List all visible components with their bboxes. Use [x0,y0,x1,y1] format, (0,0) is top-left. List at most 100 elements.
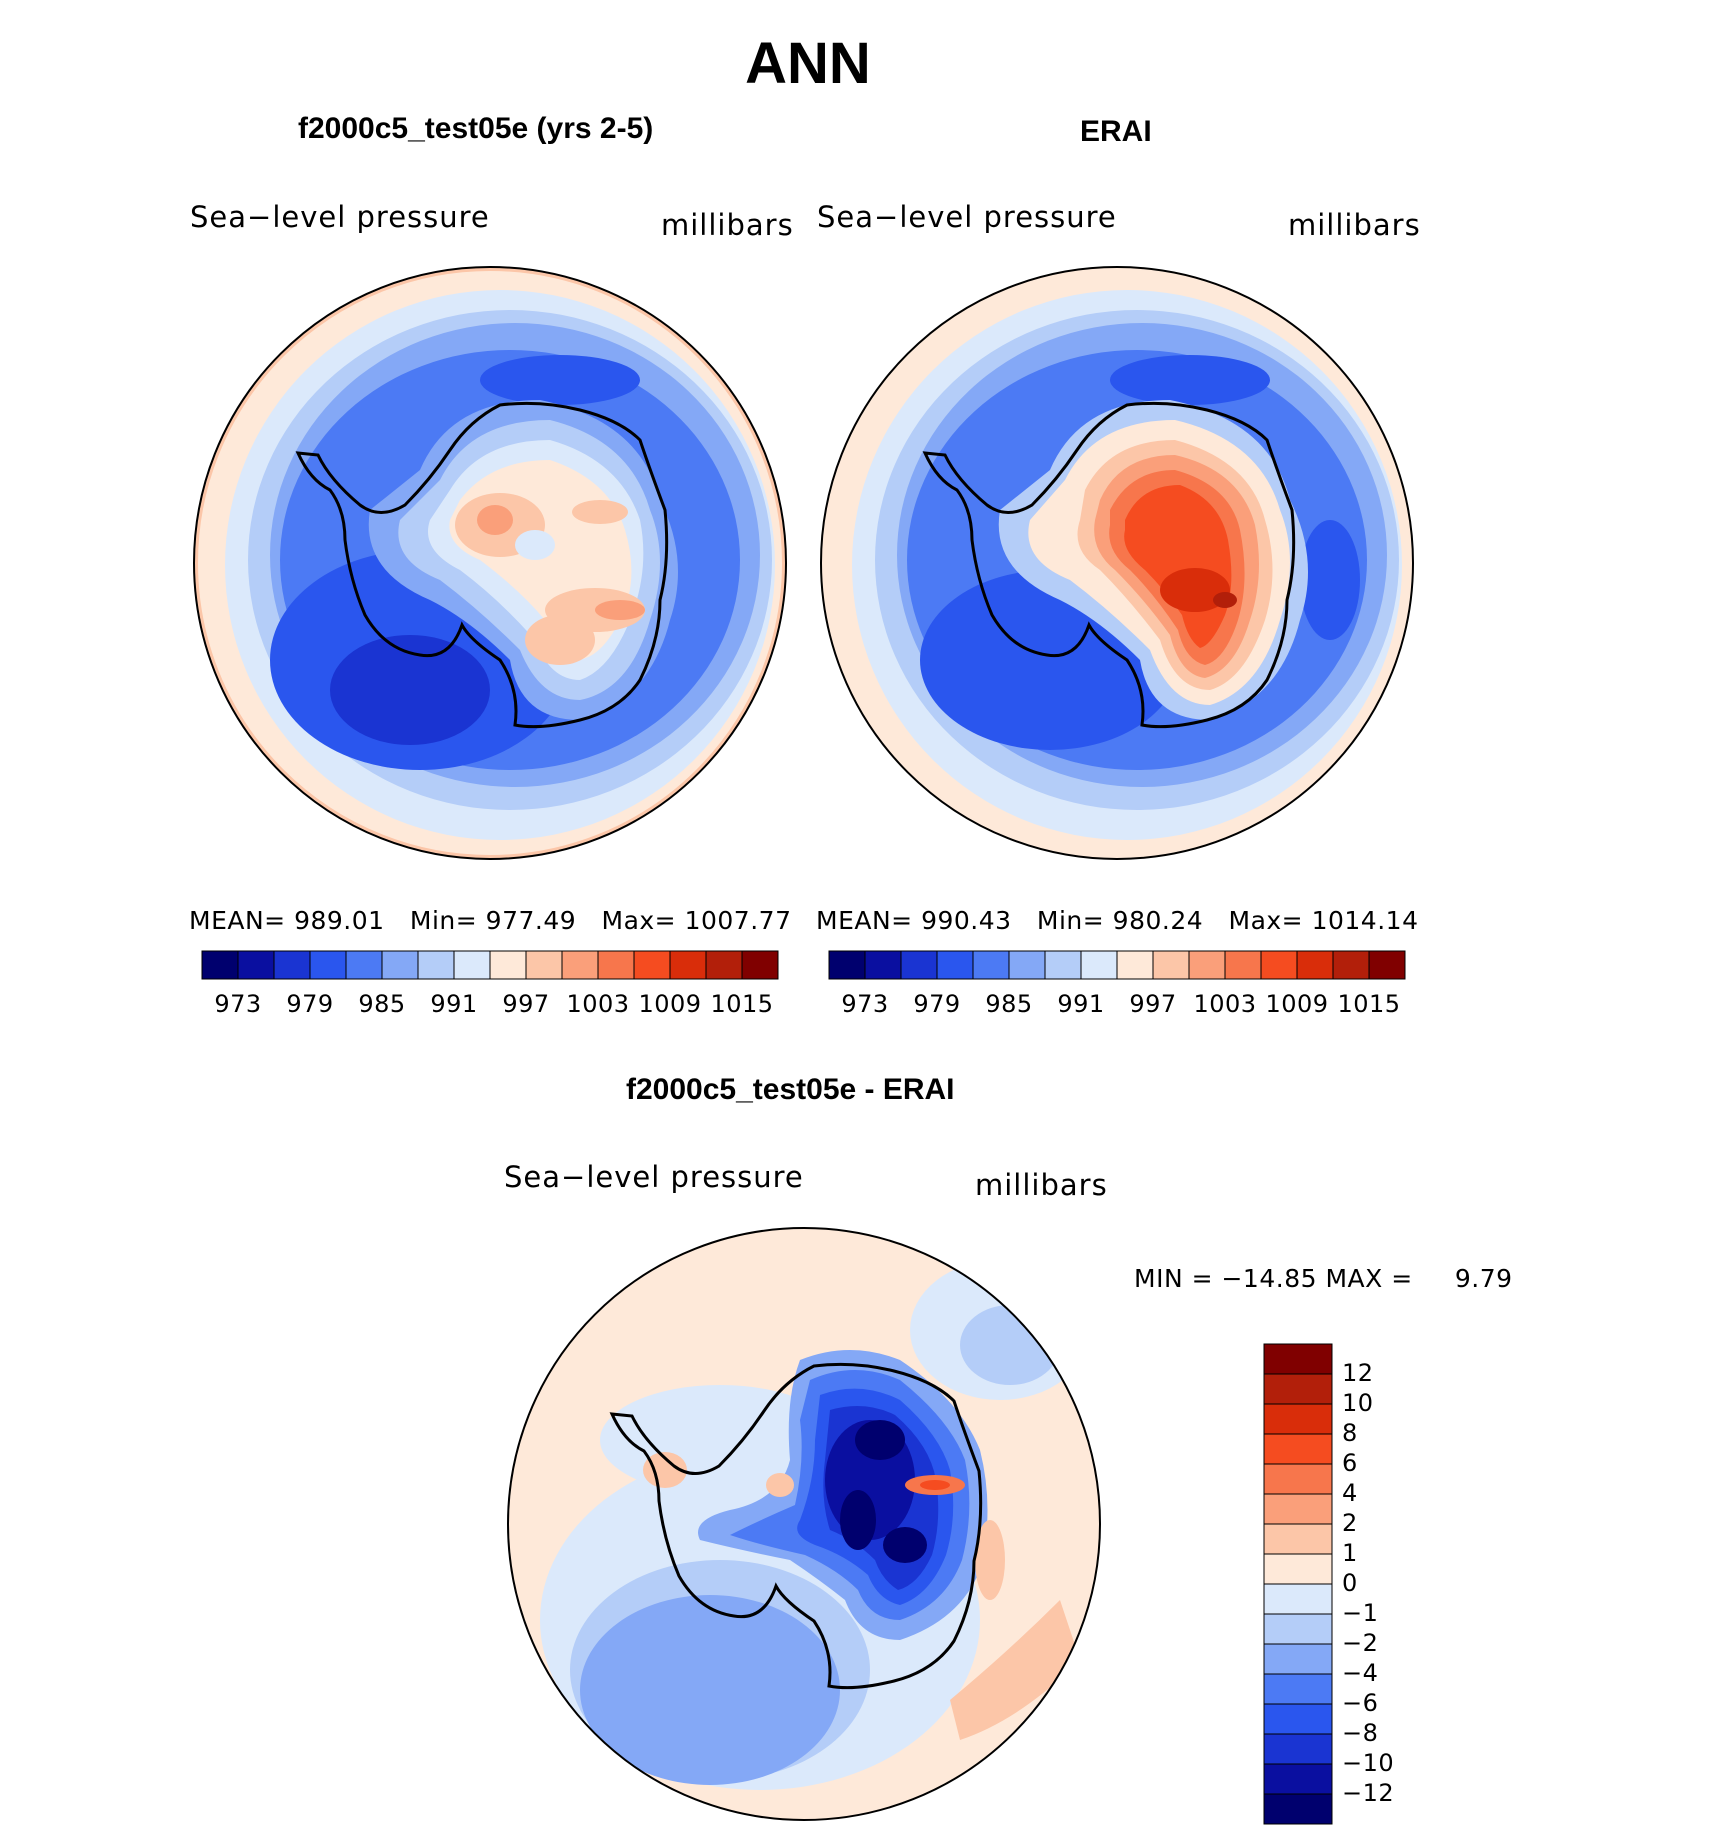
cbar1-swatch [525,950,563,980]
cbar2-swatch [1044,950,1082,980]
colorbar-tick-label: 973 [841,990,889,1018]
diff-colorbar-tick-label: −6 [1342,1689,1379,1717]
cbar1-swatch [309,950,347,980]
cbar1-swatch [669,950,707,980]
diff-colorbar-tick-label: 10 [1342,1389,1374,1417]
cbar2-swatch [1296,950,1334,980]
diff-colorbar-swatch [1263,1613,1333,1645]
diff-colorbar-swatch [1263,1763,1333,1795]
test-min-value: 977.49 [485,906,577,935]
test-colorbar [201,950,779,980]
colorbar-tick-label: 979 [286,990,334,1018]
diff-colorbar-swatch [1263,1463,1333,1495]
diff-colorbar [1263,1343,1333,1825]
diff-colorbar-swatch [1263,1703,1333,1735]
diff-colorbar-tick-label: 8 [1342,1419,1358,1447]
diff-colorbar-tick-label: −12 [1342,1779,1395,1807]
colorbar-tick-label: 1015 [710,990,774,1018]
colorbar-tick-label: 1009 [1265,990,1329,1018]
diff-colorbar-tick-label: −8 [1342,1719,1379,1747]
ref-min-value: 980.24 [1112,906,1204,935]
ref-panel-title: ERAI [1080,115,1152,148]
colorbar-tick-label: 985 [985,990,1033,1018]
cbar2-swatch [900,950,938,980]
diff-colorbar-swatch [1263,1433,1333,1465]
cbar1-swatch [633,950,671,980]
diff-colorbar-swatch [1263,1523,1333,1555]
diff-colorbar-swatch [1263,1583,1333,1615]
cbar1-swatch [741,950,779,980]
diff-colorbar-swatch [1263,1493,1333,1525]
cbar2-swatch [1152,950,1190,980]
diff-colorbar-tick-label: 4 [1342,1479,1358,1507]
colorbar-tick-label: 991 [430,990,478,1018]
ref-max-value: 1014.14 [1311,906,1419,935]
cbar2-swatch [864,950,902,980]
cbar1-swatch [273,950,311,980]
cbar2-swatch [972,950,1010,980]
diff-panel-title: f2000c5_test05e - ERAI [626,1073,955,1106]
cbar2-swatch [1332,950,1370,980]
test-stats: MEAN= 989.01 Min= 977.49 Max= 1007.77 [189,906,791,935]
cbar1-swatch [201,950,239,980]
ref-max-label: Max= [1228,906,1304,935]
cbar2-swatch [1008,950,1046,980]
test-mean-value: 989.01 [294,906,385,935]
diff-colorbar-swatch [1263,1373,1333,1405]
cbar1-swatch [345,950,383,980]
colorbar-tick-label: 1003 [1193,990,1257,1018]
colorbar-tick-label: 991 [1057,990,1105,1018]
cbar2-swatch [1080,950,1118,980]
colorbar-tick-label: 979 [913,990,961,1018]
colorbar-tick-label: 1015 [1337,990,1401,1018]
diff-colorbar-tick-label: 2 [1342,1509,1358,1537]
ref-min-label: Min= [1036,906,1105,935]
cbar1-swatch [705,950,743,980]
test-max-value: 1007.77 [684,906,792,935]
test-pressure-field [194,267,786,859]
ref-mean-value: 990.43 [921,906,1012,935]
cbar1-swatch [597,950,635,980]
ref-colorbar [828,950,1406,980]
diff-minmax: MIN = −14.85 MAX = 9.79 [1134,1264,1513,1293]
colorbar-tick-label: 973 [214,990,262,1018]
diff-colorbar-tick-label: −1 [1342,1599,1379,1627]
diff-colorbar-swatch [1263,1343,1333,1375]
diff-colorbar-swatch [1263,1733,1333,1765]
cbar2-swatch [1224,950,1262,980]
diff-colorbar-swatch [1263,1793,1333,1825]
diff-colorbar-tick-label: 12 [1342,1359,1374,1387]
test-min-label: Min= [409,906,478,935]
ref-variable-label: Sea−level pressure [817,200,1117,234]
test-units-label: millibars [661,208,794,242]
colorbar-tick-label: 1003 [566,990,630,1018]
diff-colorbar-tick-label: 0 [1342,1569,1358,1597]
cbar1-swatch [453,950,491,980]
cbar2-swatch [1368,950,1406,980]
diff-colorbar-swatch [1263,1403,1333,1435]
test-variable-label: Sea−level pressure [190,200,490,234]
colorbar-tick-label: 997 [502,990,550,1018]
colorbar-tick-label: 985 [358,990,406,1018]
diff-colorbar-swatch [1263,1553,1333,1585]
main-title: ANN [745,31,871,96]
ref-stats: MEAN= 990.43 Min= 980.24 Max= 1014.14 [816,906,1418,935]
colorbar-tick-label: 1009 [638,990,702,1018]
cbar2-swatch [828,950,866,980]
diff-colorbar-tick-label: −2 [1342,1629,1379,1657]
diff-units-label: millibars [975,1168,1108,1202]
cbar1-swatch [417,950,455,980]
ref-units-label: millibars [1288,208,1421,242]
cbar2-swatch [936,950,974,980]
diff-colorbar-swatch [1263,1673,1333,1705]
test-panel-title: f2000c5_test05e (yrs 2-5) [298,112,654,145]
test-max-label: Max= [601,906,677,935]
colorbar-tick-label: 997 [1129,990,1177,1018]
cbar1-swatch [489,950,527,980]
diff-colorbar-tick-label: −4 [1342,1659,1379,1687]
cbar1-swatch [237,950,275,980]
ref-pressure-field [821,267,1413,859]
diff-colorbar-swatch [1263,1643,1333,1675]
cbar2-swatch [1260,950,1298,980]
